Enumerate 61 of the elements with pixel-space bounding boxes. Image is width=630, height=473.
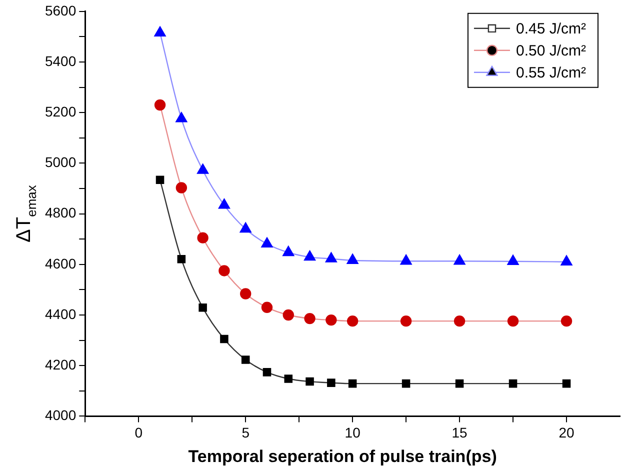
- point: [400, 254, 412, 265]
- x-tick-label: 10: [344, 424, 361, 440]
- x-tick-label: 15: [452, 424, 468, 440]
- point: [197, 164, 209, 174]
- point: [154, 99, 166, 111]
- x-axis-title: Temporal seperation of pulse train(ps): [188, 447, 497, 466]
- point: [177, 254, 186, 264]
- point: [198, 304, 207, 312]
- point: [218, 198, 230, 209]
- x-tick-label: 5: [242, 424, 250, 440]
- legend-label: 0.50 J/cm²: [516, 42, 586, 60]
- point: [346, 254, 358, 264]
- y-tick-label: 4000: [44, 407, 76, 424]
- point: [326, 314, 337, 326]
- y-tick-label: 5000: [44, 154, 76, 170]
- point: [284, 374, 293, 383]
- point: [218, 265, 230, 276]
- x-tick-label: 20: [558, 424, 575, 440]
- y-tick-label: 4200: [44, 356, 76, 372]
- point: [176, 112, 188, 122]
- point: [240, 222, 252, 233]
- point: [454, 315, 466, 327]
- point: [304, 312, 316, 324]
- point: [507, 315, 519, 327]
- y-tick-label: 5600: [44, 2, 76, 18]
- y-tick-label: 4400: [44, 306, 76, 322]
- x-tick-label: 0: [134, 424, 143, 440]
- point: [400, 315, 412, 327]
- point: [454, 254, 466, 265]
- y-tick-label: 4600: [44, 255, 76, 272]
- point: [507, 254, 519, 265]
- y-tick-label: 5200: [44, 103, 76, 120]
- point: [306, 377, 314, 386]
- point: [262, 368, 272, 376]
- point: [261, 237, 273, 248]
- point: [560, 255, 572, 266]
- point: [560, 315, 572, 327]
- y-axis-title: ΔTemax: [13, 184, 39, 242]
- point: [402, 379, 410, 388]
- point: [240, 288, 252, 300]
- point: [508, 379, 518, 388]
- point: [241, 356, 250, 364]
- point: [346, 315, 358, 327]
- point: [455, 379, 464, 388]
- y-tick-label: 4800: [44, 204, 76, 221]
- legend-label: 0.55 J/cm²: [516, 64, 586, 82]
- point: [282, 309, 294, 321]
- point: [304, 250, 316, 261]
- point: [261, 302, 273, 314]
- point: [176, 182, 188, 194]
- point: [348, 379, 357, 388]
- y-tick-label: 5400: [44, 52, 76, 69]
- point: [197, 232, 208, 244]
- point: [154, 26, 166, 37]
- point: [562, 379, 571, 388]
- point: [156, 176, 164, 184]
- legend-label: 0.45 J/cm²: [516, 20, 586, 38]
- point: [282, 246, 294, 256]
- point: [220, 334, 228, 344]
- point: [327, 378, 336, 387]
- point: [325, 252, 337, 262]
